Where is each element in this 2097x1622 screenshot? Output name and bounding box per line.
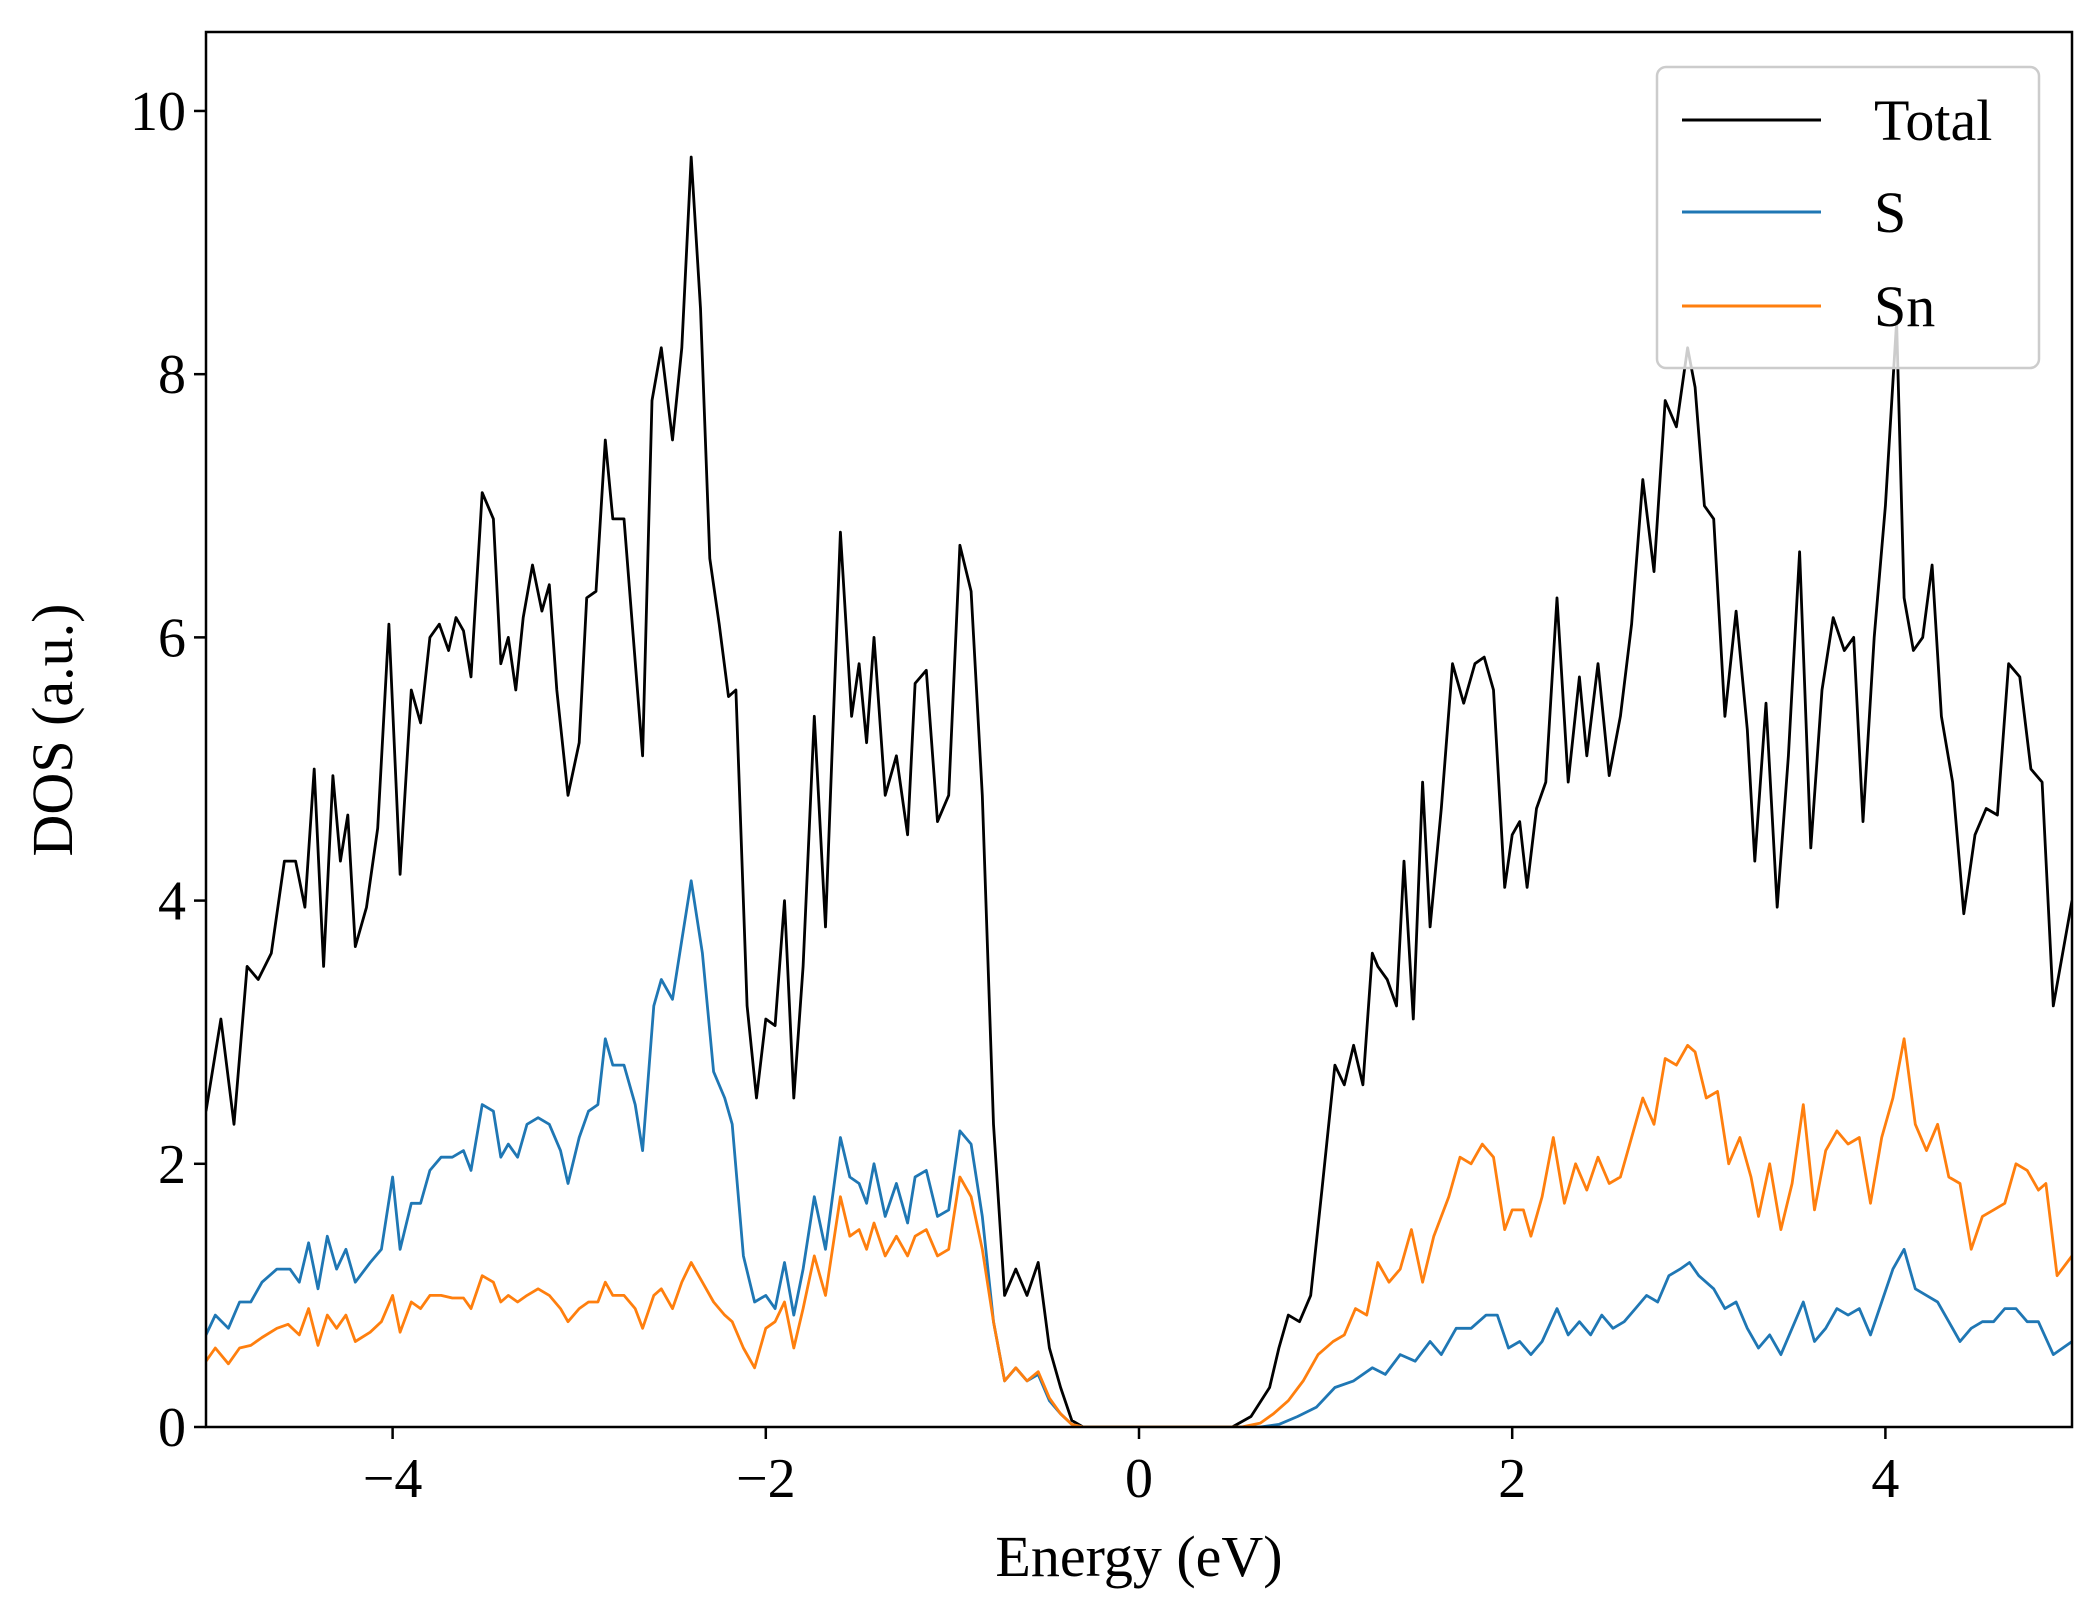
y-tick-label: 2 bbox=[158, 1134, 186, 1196]
legend-label-sn: Sn bbox=[1874, 274, 1935, 339]
y-tick-label: 0 bbox=[158, 1397, 186, 1459]
y-tick-label: 10 bbox=[130, 81, 186, 143]
y-axis-ticks: 0 2 4 6 8 10 bbox=[130, 81, 206, 1459]
series-line-s bbox=[206, 879, 2072, 1427]
y-axis-label: DOS (a.u.) bbox=[20, 604, 85, 857]
x-tick-label: 4 bbox=[1871, 1448, 1899, 1510]
y-tick-label: 8 bbox=[158, 344, 186, 406]
x-axis-label: Energy (eV) bbox=[995, 1524, 1282, 1589]
series-line-total bbox=[206, 155, 2072, 1427]
legend-label-s: S bbox=[1874, 180, 1906, 245]
x-tick-label: −2 bbox=[736, 1448, 796, 1510]
series-line-sn bbox=[206, 1037, 2072, 1427]
legend-label-total: Total bbox=[1874, 88, 1992, 153]
x-tick-label: 0 bbox=[1125, 1448, 1153, 1510]
y-tick-label: 6 bbox=[158, 607, 186, 669]
x-tick-label: −4 bbox=[363, 1448, 423, 1510]
y-tick-label: 4 bbox=[158, 871, 186, 933]
plot-area bbox=[206, 155, 2072, 1427]
plot-frame bbox=[204, 30, 2074, 1429]
legend-box bbox=[1655, 65, 2041, 370]
x-axis-ticks: −4 −2 0 2 4 bbox=[363, 1427, 1899, 1510]
legend: Total S Sn bbox=[1655, 65, 2041, 370]
x-tick-label: 2 bbox=[1498, 1448, 1526, 1510]
